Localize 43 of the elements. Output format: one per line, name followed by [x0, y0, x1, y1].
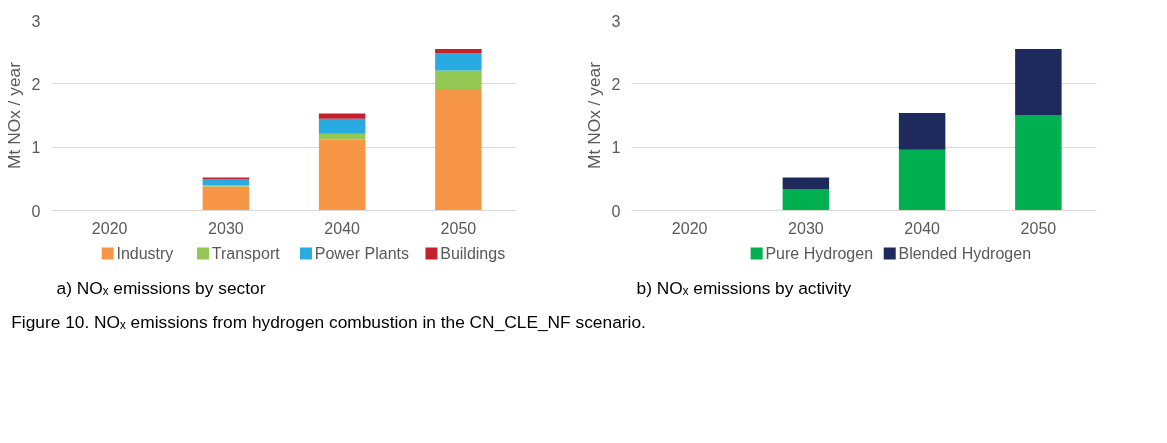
- bar: [782, 188, 830, 211]
- bar: [898, 149, 946, 211]
- bar: [202, 179, 250, 186]
- legend-label: Power Plants: [314, 245, 409, 262]
- bar: [435, 53, 482, 71]
- y-tick-label: 0: [31, 202, 41, 220]
- text: a) NOₓ emissions by sector: [56, 277, 266, 298]
- legend-label: Pure Hydrogen: [765, 245, 874, 262]
- x-tick-label: 2050: [1020, 219, 1057, 237]
- bar: [318, 133, 366, 140]
- x-tick-label: 2030: [208, 219, 244, 237]
- bar: [318, 113, 366, 119]
- legend-label: Blended Hydrogen: [898, 245, 1032, 262]
- bar: [435, 88, 482, 211]
- legend-label: Buildings: [440, 245, 506, 262]
- bar: [318, 139, 366, 211]
- y-tick-label: 2: [31, 75, 41, 93]
- x-tick-label: 2020: [671, 219, 708, 237]
- y-tick-label: 1: [611, 139, 621, 157]
- bar: [318, 118, 366, 134]
- x-tick-label: 2030: [788, 219, 824, 237]
- legend-label: Transport: [211, 245, 281, 262]
- y-tick-label: 1: [31, 139, 41, 157]
- y-tick-label: 0: [611, 202, 621, 220]
- bar: [202, 186, 250, 211]
- bar: [1015, 115, 1062, 211]
- bar: [782, 177, 830, 189]
- y-axis-title: Mt NOx / year: [583, 61, 604, 169]
- text: b) NOₓ emissions by activity: [636, 277, 852, 298]
- x-tick-label: 2050: [440, 219, 477, 237]
- y-axis-title: Mt NOx / year: [3, 61, 24, 169]
- y-tick-label: 2: [611, 75, 621, 93]
- legend-label: Industry: [116, 245, 174, 262]
- bar: [1015, 49, 1062, 116]
- x-tick-label: 2020: [91, 219, 128, 237]
- bar: [435, 49, 482, 54]
- caption: Figure 10. NOₓ emissions from hydrogen combustion in the CN_CLE_NF scenario.: [11, 311, 646, 332]
- y-tick-label: 3: [611, 12, 621, 30]
- x-tick-label: 2040: [904, 219, 941, 237]
- y-tick-label: 3: [31, 12, 41, 30]
- bar: [435, 70, 482, 89]
- bar: [898, 112, 946, 150]
- x-tick-label: 2040: [324, 219, 361, 237]
